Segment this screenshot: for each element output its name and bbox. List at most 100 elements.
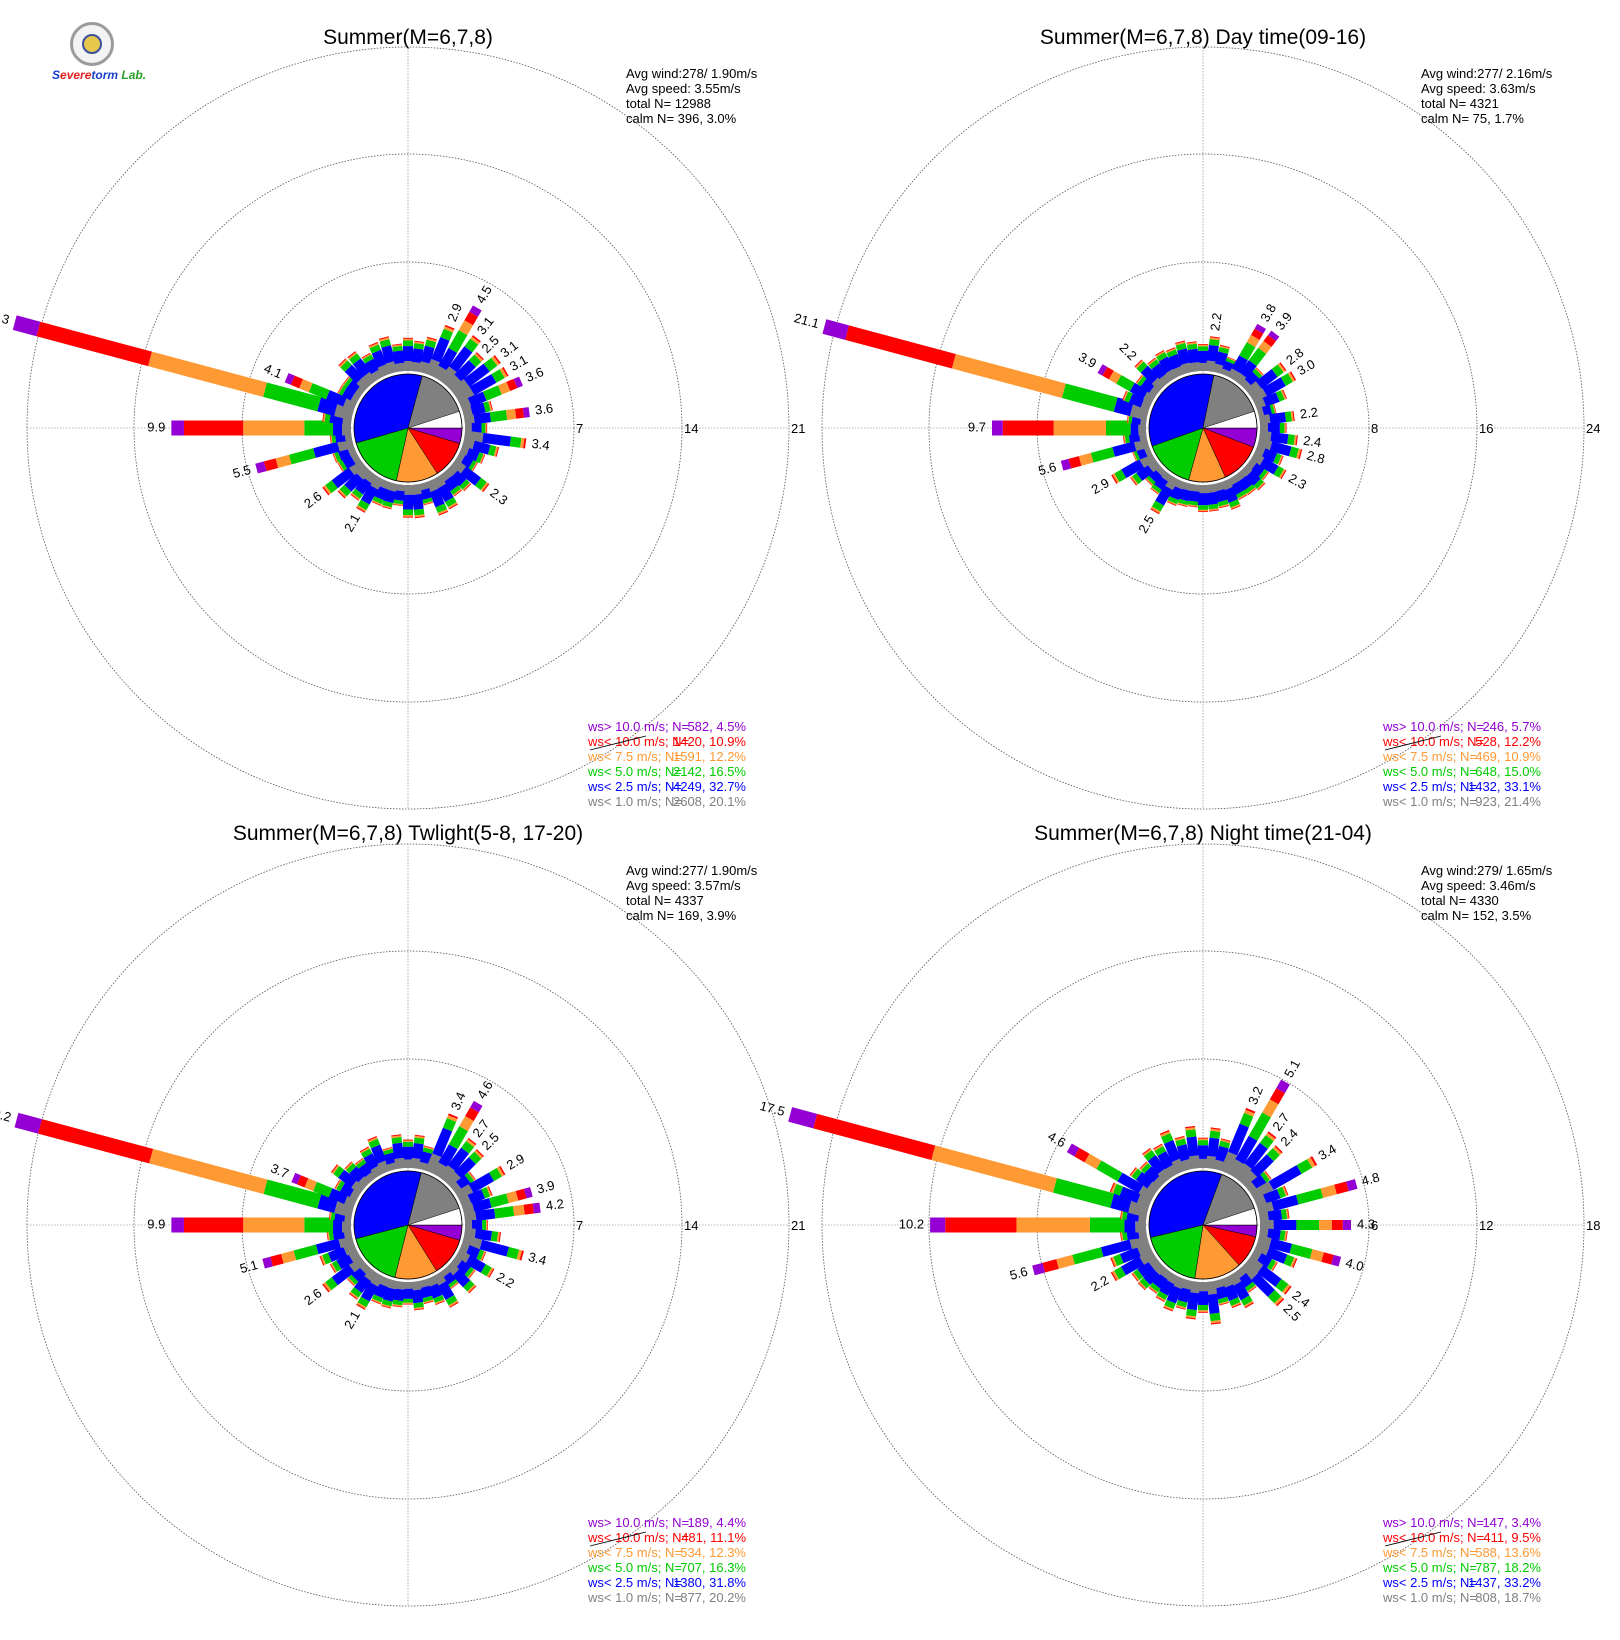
rose-bar-segment: [1239, 1112, 1254, 1128]
rose-bar-segment: [475, 1149, 484, 1158]
stats-line: Avg wind:277/ 2.16m/s: [1421, 66, 1553, 81]
rose-bar-segment: [262, 1256, 273, 1269]
rose-bar-segment: [1222, 360, 1235, 373]
bar-label: 2.2: [1116, 340, 1139, 363]
rose-bar-segment: [378, 478, 391, 490]
rose-bar-segment: [1274, 1145, 1283, 1154]
rose-bar-segment: [1173, 365, 1186, 378]
rose-bar-segment: [413, 508, 425, 516]
rose-bar-segment: [1252, 368, 1263, 379]
rose-bar-segment: [1186, 1292, 1200, 1311]
rose-bar-segment: [1256, 481, 1265, 490]
rose-bar-segment: [1269, 1238, 1293, 1254]
rose-bar-segment: [445, 1295, 458, 1306]
bar-label: 5.5: [231, 462, 252, 481]
rose-bar-segment: [352, 488, 364, 499]
rose-bar-segment: [331, 1164, 340, 1174]
rose-bar-segment: [516, 1249, 523, 1261]
rose-bar-segment: [468, 1151, 482, 1165]
rose-bar-segment: [313, 441, 340, 458]
rose-bar-segment: [482, 483, 490, 493]
rose-bar-segment: [1181, 481, 1194, 492]
rose-bar-segment: [465, 1107, 479, 1122]
rose-bar-segment: [532, 1202, 541, 1214]
rose-bar-segment: [350, 493, 359, 501]
legend-label: ws< 2.5 m/s; N=: [1382, 779, 1477, 794]
legend-value: 787, 18.2%: [1475, 1560, 1541, 1575]
rose-bar-segment: [509, 436, 522, 448]
rose-bar-segment: [1267, 1289, 1282, 1304]
rose-bar-segment: [337, 437, 355, 452]
rose-bar-segment: [1205, 360, 1217, 373]
rose-bar-segment: [1244, 1281, 1256, 1292]
rose-bar-segment: [422, 1295, 434, 1303]
rose-bar-segment: [1256, 1201, 1275, 1216]
rose-bar-segment: [431, 336, 450, 363]
legend-label: ws< 5.0 m/s; N=: [587, 1560, 682, 1575]
rose-bar-segment: [363, 1153, 380, 1171]
bar-label: 2.2: [1088, 1272, 1111, 1294]
ring-label: 18: [1586, 1218, 1600, 1233]
rose-bar-segment: [410, 1157, 422, 1170]
rose-bar-segment: [343, 1242, 358, 1256]
ring-label: 21: [791, 421, 805, 436]
rose-bar-segment: [1139, 1249, 1157, 1265]
rose-bar-segment: [347, 1277, 356, 1286]
rose-bar-segment: [1263, 1171, 1271, 1180]
rose-bar-segment: [347, 445, 358, 458]
rose-bar-segment: [356, 376, 372, 392]
rose-bar-segment: [494, 1206, 515, 1219]
rose-bar-segment: [374, 485, 388, 501]
rose-bar-segment: [360, 1281, 379, 1302]
rose-bar-segment: [1124, 391, 1133, 403]
rose-bar-segment: [1289, 371, 1297, 381]
rose-bar-segment: [467, 1269, 475, 1279]
rose-bar-segment: [523, 1203, 534, 1215]
legend-label: ws> 10.0 m/s; N=: [1382, 719, 1484, 734]
rose-bar-segment: [1139, 452, 1157, 468]
rose-bar-segment: [1263, 335, 1276, 348]
rose-bar-segment: [1138, 1184, 1157, 1201]
rose-bar-segment: [1136, 1242, 1153, 1257]
rose-bar-segment: [1148, 359, 1160, 370]
rose-bar-segment: [1151, 483, 1162, 494]
rose-bar-segment: [1223, 486, 1238, 504]
rose-bar-segment: [392, 1299, 404, 1306]
rose-bar-segment: [1165, 1271, 1179, 1285]
rose-bar-segment: [335, 1180, 342, 1190]
rose-bar-segment: [1256, 1234, 1272, 1248]
rose-bar-segment: [1277, 363, 1286, 373]
rose-bar-segment: [455, 1260, 471, 1275]
rose-bar-segment: [1163, 1305, 1174, 1311]
rose-bar-segment: [411, 348, 424, 364]
rose-bar-segment: [1262, 392, 1280, 408]
rose-bar-segment: [1282, 1186, 1288, 1197]
rose-bar-segment: [1269, 404, 1276, 415]
rose-bar-segment: [1245, 470, 1261, 486]
ring-label: 8: [1371, 421, 1378, 436]
rose-bar-segment: [1139, 1161, 1148, 1170]
rose-bar-segment: [372, 1294, 384, 1303]
rose-bar-segment: [354, 1275, 372, 1294]
rose-bar-segment: [377, 363, 391, 378]
rose-bar-segment: [358, 1261, 372, 1275]
rose-bar-segment: [1151, 376, 1167, 392]
rose-bar-segment: [368, 1138, 381, 1149]
pie-outline: [353, 373, 463, 483]
rose-bar-segment: [334, 1210, 346, 1222]
bar-label: 4.8: [1360, 1169, 1381, 1188]
rose-bar-segment: [344, 1161, 354, 1171]
rose-bar-segment: [1140, 378, 1156, 393]
legend-label: ws> 10.0 m/s; N=: [587, 1515, 689, 1530]
rose-bar-segment: [483, 357, 498, 372]
rose-bar-segment: [1042, 1259, 1059, 1273]
rose-bar-segment: [1148, 469, 1162, 483]
rose-bar-segment: [1230, 480, 1245, 496]
legend-label: ws< 7.5 m/s; N=: [1382, 749, 1477, 764]
rose-bar-segment: [1187, 343, 1198, 350]
rose-bar-segment: [471, 335, 481, 343]
rose-bar-segment: [1249, 452, 1265, 467]
rose-bar-segment: [450, 485, 461, 495]
rose-bar-segment: [148, 351, 267, 397]
rose-bar-segment: [461, 1234, 483, 1250]
